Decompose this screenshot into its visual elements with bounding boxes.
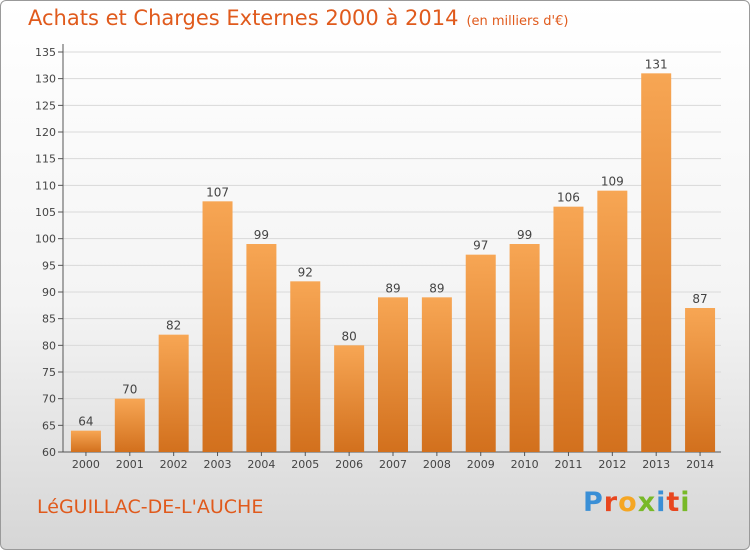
bar bbox=[114, 398, 145, 452]
bar-value-label: 131 bbox=[645, 57, 668, 71]
bar-value-label: 109 bbox=[601, 175, 624, 189]
proxiti-logo: Proxiti bbox=[583, 487, 691, 518]
chart-title-text: Achats et Charges Externes 2000 à 2014 bbox=[28, 6, 459, 30]
bar bbox=[158, 334, 189, 452]
brand-letter: o bbox=[618, 487, 638, 518]
bar-value-label: 107 bbox=[206, 185, 229, 199]
x-tick-label: 2009 bbox=[467, 458, 495, 471]
y-tick-label: 120 bbox=[35, 126, 56, 139]
bar-value-label: 87 bbox=[692, 292, 707, 306]
brand-letter: i bbox=[656, 487, 667, 518]
brand-letter: t bbox=[666, 487, 681, 518]
bar bbox=[597, 190, 628, 452]
chart-title: Achats et Charges Externes 2000 à 2014 (e… bbox=[28, 6, 568, 30]
x-tick-label: 2004 bbox=[247, 458, 275, 471]
bar-value-label: 80 bbox=[341, 329, 356, 343]
y-tick-label: 75 bbox=[42, 366, 56, 379]
y-tick-label: 65 bbox=[42, 419, 56, 432]
bar-value-label: 89 bbox=[429, 281, 444, 295]
bar bbox=[641, 73, 672, 452]
y-tick-label: 105 bbox=[35, 206, 56, 219]
bar-value-label: 92 bbox=[298, 265, 313, 279]
y-tick-label: 130 bbox=[35, 73, 56, 86]
x-tick-label: 2000 bbox=[72, 458, 100, 471]
x-tick-label: 2010 bbox=[511, 458, 539, 471]
bar-value-label: 106 bbox=[557, 191, 580, 205]
bars: 64 70 82 107 99 92 80 89 89 97 99 106 109 131 87 bbox=[70, 57, 716, 452]
bar bbox=[334, 345, 365, 452]
x-tick-label: 2001 bbox=[116, 458, 144, 471]
bar bbox=[290, 281, 321, 452]
y-tick-label: 135 bbox=[35, 46, 56, 59]
y-tick-label: 80 bbox=[42, 339, 56, 352]
y-tick-label: 125 bbox=[35, 99, 56, 112]
y-tick-label: 90 bbox=[42, 286, 56, 299]
brand-letter: x bbox=[637, 487, 657, 518]
brand-letter: i bbox=[680, 487, 691, 518]
y-tick-label: 85 bbox=[42, 313, 56, 326]
x-tick-label: 2011 bbox=[554, 458, 582, 471]
bar-value-label: 99 bbox=[517, 228, 532, 242]
bar-value-label: 97 bbox=[473, 239, 488, 253]
bar-value-label: 89 bbox=[385, 281, 400, 295]
x-tick-label: 2007 bbox=[379, 458, 407, 471]
bar bbox=[246, 244, 277, 452]
bar bbox=[202, 201, 233, 452]
bar bbox=[421, 297, 452, 452]
brand-letter: P bbox=[583, 487, 604, 518]
x-tick-label: 2013 bbox=[642, 458, 670, 471]
y-tick-label: 100 bbox=[35, 233, 56, 246]
x-tick-label: 2008 bbox=[423, 458, 451, 471]
chart-subtitle: (en milliers d'€) bbox=[466, 14, 569, 29]
x-tick-label: 2005 bbox=[291, 458, 319, 471]
commune-name: LéGUILLAC-DE-L'AUCHE bbox=[37, 496, 264, 518]
bar bbox=[553, 206, 584, 452]
bar-value-label: 70 bbox=[122, 383, 137, 397]
bar-value-label: 82 bbox=[166, 319, 181, 333]
y-tick-label: 115 bbox=[35, 153, 56, 166]
bar bbox=[378, 297, 408, 452]
bar bbox=[685, 308, 716, 452]
bar bbox=[509, 244, 540, 452]
y-tick-label: 60 bbox=[42, 446, 56, 459]
bar bbox=[70, 430, 101, 452]
x-tick-label: 2012 bbox=[598, 458, 626, 471]
x-tick-label: 2014 bbox=[686, 458, 714, 471]
bar-value-label: 64 bbox=[78, 415, 93, 429]
bar-value-label: 99 bbox=[254, 228, 269, 242]
y-tick-label: 70 bbox=[42, 393, 56, 406]
y-tick-label: 95 bbox=[42, 259, 56, 272]
x-tick-label: 2003 bbox=[204, 458, 232, 471]
bar bbox=[465, 254, 496, 452]
brand-letter: r bbox=[603, 487, 619, 518]
x-tick-label: 2002 bbox=[160, 458, 188, 471]
x-tick-label: 2006 bbox=[335, 458, 363, 471]
y-tick-label: 110 bbox=[35, 179, 56, 192]
